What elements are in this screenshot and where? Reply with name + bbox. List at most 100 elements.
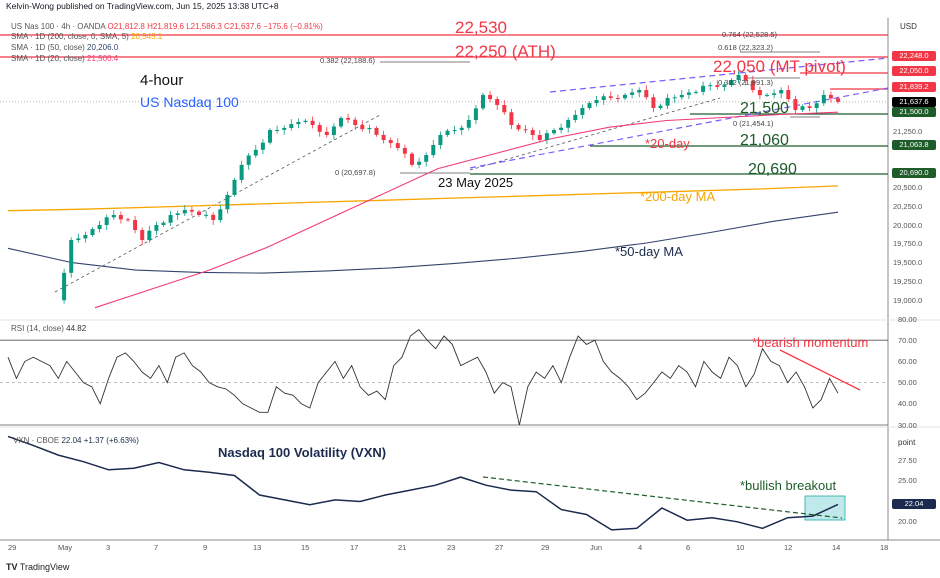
vxn-title-annotation: Nasdaq 100 Volatility (VXN) xyxy=(218,445,387,460)
level-22050: 22,050 (MT pivot) xyxy=(713,57,846,76)
vxn-legend-change: +1.37 (+6.63%) xyxy=(83,436,139,445)
sma200-line xyxy=(7,185,839,212)
vxn-legend: VXN · CBOE 22.04 +1.37 (+6.63%) xyxy=(13,436,139,445)
channel-upper xyxy=(549,57,889,93)
price-tick: 21,250.0 xyxy=(893,126,923,136)
candle-body xyxy=(239,164,244,180)
candle-body xyxy=(360,124,365,130)
ohlc-values: O21,812.8 H21,819.6 L21,586.3 C21,637.6 … xyxy=(107,22,323,31)
candle-body xyxy=(786,90,791,100)
sma20-legend-label: SMA · 1D (20, close) xyxy=(11,54,85,63)
candle-body xyxy=(211,214,216,221)
rsi-annotation: *bearish momentum xyxy=(752,335,869,350)
sma50-legend-value: 20,206.0 xyxy=(87,43,119,52)
candle-body xyxy=(260,142,265,150)
vxn-tick: 27.50 xyxy=(898,455,917,465)
candle-body xyxy=(530,130,535,136)
time-tick: May xyxy=(58,543,73,552)
candle-body xyxy=(587,103,592,108)
vxn-annotation: *bullish breakout xyxy=(740,478,837,493)
brand-name: TradingView xyxy=(19,562,70,572)
candle-body xyxy=(331,126,336,135)
rsi-trendline xyxy=(779,349,861,391)
price-badge: 21,637.6 xyxy=(892,96,936,107)
price-tick: 20,250.0 xyxy=(893,201,923,211)
candle-body xyxy=(232,179,237,195)
candle-body xyxy=(750,80,755,91)
candle-body xyxy=(445,130,450,135)
timeframe-annotation: 4-hour xyxy=(140,72,184,89)
sma50-legend: SMA · 1D (50, close) 20,206.0 xyxy=(11,43,118,52)
price-tick: 19,750.0 xyxy=(893,239,923,249)
price-tick: 20,000.0 xyxy=(893,220,923,230)
candle-body xyxy=(154,225,159,231)
vxn-unit-label[interactable]: point xyxy=(898,438,916,447)
candle-body xyxy=(268,130,272,143)
candle-body xyxy=(367,127,372,130)
candle-body xyxy=(623,94,627,99)
price-badge: 20,690.0 xyxy=(892,168,936,179)
candle-body xyxy=(69,240,74,273)
price-badge: 22,050.0 xyxy=(892,65,936,76)
candle-body xyxy=(339,117,343,127)
candle-body xyxy=(431,145,436,156)
candle-body xyxy=(694,91,698,93)
price-badge: 21,839.2 xyxy=(892,81,936,92)
vxn-trendline xyxy=(482,476,843,519)
candle-body xyxy=(644,90,649,98)
time-tick: Jun xyxy=(590,543,603,552)
candle-body xyxy=(509,112,514,125)
level-22530: 22,530 xyxy=(455,18,507,37)
candle-body xyxy=(282,127,287,130)
candle-body xyxy=(104,217,109,225)
candle-body xyxy=(601,96,606,101)
rsi-tick: 80.00 xyxy=(898,314,917,324)
vxn-legend-value: 22.04 xyxy=(61,436,82,445)
time-tick: 4 xyxy=(638,543,643,552)
candle-body xyxy=(800,106,805,110)
candle-body xyxy=(402,147,407,154)
publisher-line: Kelvin-Wong published on TradingView.com… xyxy=(6,1,279,11)
candle-body xyxy=(580,107,585,115)
candle-body xyxy=(757,90,762,96)
price-badge: 21,500.0 xyxy=(892,107,936,118)
candle-body xyxy=(175,213,180,215)
candle-body xyxy=(715,85,720,87)
level-21060: 21,060 xyxy=(740,132,789,149)
rsi-tick: 60.00 xyxy=(898,356,917,366)
price-badge: 22,248.0 xyxy=(892,50,936,61)
time-tick: 18 xyxy=(880,543,889,552)
currency-label[interactable]: USD xyxy=(900,22,917,31)
candle-body xyxy=(651,97,656,108)
rsi-line xyxy=(7,328,839,426)
time-tick: 21 xyxy=(398,543,407,552)
candle-body xyxy=(296,121,301,125)
tradingview-logo: TV TradingView xyxy=(6,562,70,572)
candle-body xyxy=(552,130,556,134)
candle-body xyxy=(204,214,209,216)
price-badge: 21,063.8 xyxy=(892,140,936,150)
candle-body xyxy=(793,99,798,110)
candle-body xyxy=(821,94,826,104)
candle-body xyxy=(346,117,351,120)
time-tick: 13 xyxy=(253,543,262,552)
candle-body xyxy=(736,74,741,81)
candle-body xyxy=(686,92,691,95)
fib-0764: 0.764 (22,528.5) xyxy=(722,30,778,39)
candle-body xyxy=(637,90,642,93)
candle-body xyxy=(147,230,152,241)
candle-body xyxy=(189,209,194,212)
candle-body xyxy=(410,153,414,165)
time-tick: 27 xyxy=(495,543,504,552)
candle-body xyxy=(765,94,769,96)
candle-body xyxy=(83,235,88,239)
candle-body xyxy=(488,94,493,100)
price-tick: 19,500.0 xyxy=(893,258,923,268)
candle-body xyxy=(743,74,748,81)
rsi-legend-value: 44.82 xyxy=(66,324,87,333)
candle-body xyxy=(62,272,67,301)
candle-body xyxy=(573,114,578,121)
sma20-legend-value: 21,500.4 xyxy=(87,54,119,63)
price-tick: 20,500.0 xyxy=(893,182,923,192)
